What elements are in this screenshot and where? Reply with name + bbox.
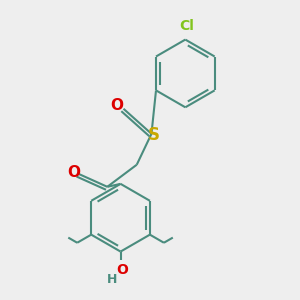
Text: O: O — [116, 263, 128, 277]
Text: S: S — [148, 126, 160, 144]
Text: O: O — [110, 98, 124, 113]
Text: H: H — [106, 273, 117, 286]
Text: Cl: Cl — [179, 19, 194, 33]
Text: O: O — [67, 165, 80, 180]
